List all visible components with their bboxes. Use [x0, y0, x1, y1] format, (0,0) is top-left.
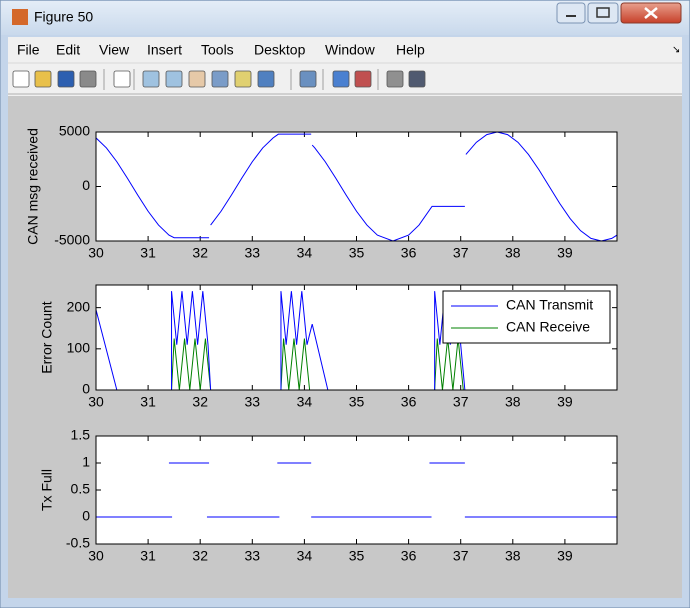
y-tick-label: 1 [82, 454, 90, 470]
menu-item[interactable]: Help [396, 42, 425, 58]
y-tick-label: 0.5 [71, 481, 91, 497]
x-tick-label: 35 [349, 548, 365, 564]
x-tick-label: 30 [88, 245, 104, 261]
app-icon [12, 9, 28, 25]
data-line [96, 338, 617, 390]
x-tick-label: 31 [140, 548, 156, 564]
toolbar-button[interactable] [408, 70, 426, 88]
y-axis-label: Error Count [39, 301, 55, 373]
toolbar-button[interactable] [234, 70, 252, 88]
x-tick-label: 37 [453, 548, 469, 564]
y-tick-label: 1.5 [71, 427, 91, 443]
toolbar-button[interactable] [299, 70, 317, 88]
y-tick-label: 200 [67, 298, 91, 314]
x-tick-label: 30 [88, 548, 104, 564]
menu-item[interactable]: Edit [56, 42, 80, 58]
minimize-button[interactable] [556, 2, 586, 24]
x-tick-label: 39 [557, 245, 573, 261]
x-tick-label: 31 [140, 245, 156, 261]
axes: 30 31 32 33 34 35 36 37 38 39 0 100 200 Error Count CA… [39, 284, 618, 410]
toolbar-button[interactable] [332, 70, 350, 88]
menu-item[interactable]: Tools [201, 42, 234, 58]
menu-item[interactable]: Window [325, 42, 376, 58]
x-tick-label: 32 [192, 548, 208, 564]
y-tick-label: 5000 [59, 123, 90, 139]
toolbar-button[interactable] [354, 70, 372, 88]
menu-item[interactable]: Desktop [254, 42, 306, 58]
axes: 30 31 32 33 34 35 36 37 38 39 -0.5 0 0.5 1 1.5 Tx Full [39, 427, 618, 564]
x-tick-label: 38 [505, 548, 521, 564]
axes: 30 31 32 33 34 35 36 37 38 39 -5000 0 5000 CAN msg re… [25, 123, 618, 261]
y-axis-label: Tx Full [39, 469, 55, 511]
x-tick-label: 34 [297, 394, 313, 410]
x-tick-label: 32 [192, 245, 208, 261]
x-tick-label: 33 [245, 548, 261, 564]
data-line [96, 462, 617, 518]
menu-bar: File Edit View Insert Tools Desktop Window Help [17, 42, 425, 58]
data-line [96, 132, 617, 241]
axes-box [95, 131, 618, 242]
toolbar-button[interactable] [79, 70, 97, 88]
x-tick-label: 32 [192, 394, 208, 410]
x-tick-label: 31 [140, 394, 156, 410]
toolbar-button[interactable] [113, 70, 131, 88]
x-tick-label: 38 [505, 245, 521, 261]
x-tick-label: 36 [401, 245, 417, 261]
y-tick-label: -0.5 [66, 535, 90, 551]
toolbar-button[interactable] [34, 70, 52, 88]
plot-area [96, 132, 617, 241]
y-tick-label: 100 [67, 340, 91, 356]
y-tick-label: 0 [82, 177, 90, 193]
y-axis-label: CAN msg received [25, 128, 41, 245]
toolbar-button[interactable] [386, 70, 404, 88]
toolbar [12, 69, 426, 90]
y-tick-label: -5000 [54, 232, 90, 248]
x-tick-label: 38 [505, 394, 521, 410]
axes-box [95, 284, 618, 391]
menu-arrow: ↘ [672, 45, 680, 56]
toolbar-button[interactable] [211, 70, 229, 88]
x-tick-label: 34 [297, 548, 313, 564]
toolbar-button[interactable] [257, 70, 275, 88]
x-tick-label: 35 [349, 394, 365, 410]
legend-label: CAN Transmit [506, 297, 593, 313]
x-tick-label: 30 [88, 394, 104, 410]
menu-item[interactable]: Insert [147, 42, 182, 58]
y-tick-label: 0 [82, 508, 90, 524]
legend-label: CAN Receive [506, 319, 590, 335]
x-tick-label: 35 [349, 245, 365, 261]
x-tick-label: 34 [297, 245, 313, 261]
toolbar-button[interactable] [188, 70, 206, 88]
x-tick-label: 37 [453, 394, 469, 410]
x-tick-label: 33 [245, 245, 261, 261]
menu-item[interactable]: File [17, 42, 40, 58]
toolbar-button[interactable] [12, 70, 30, 88]
title-bar [1, 1, 689, 35]
toolbar-button[interactable] [142, 70, 160, 88]
x-tick-label: 37 [453, 245, 469, 261]
axes-box [95, 435, 618, 545]
x-tick-label: 36 [401, 394, 417, 410]
y-tick-label: 0 [82, 381, 90, 397]
x-tick-label: 36 [401, 548, 417, 564]
plot-area [96, 436, 617, 544]
legend-box [442, 290, 611, 344]
window-title: Figure 50 [34, 9, 93, 25]
x-tick-label: 39 [557, 394, 573, 410]
plots: 30 31 32 33 34 35 36 37 38 39 -5000 0 5000 CAN msg re… [25, 123, 618, 564]
menu-item[interactable]: View [99, 42, 130, 58]
x-tick-label: 33 [245, 394, 261, 410]
maximize-button[interactable] [587, 2, 619, 24]
x-tick-label: 39 [557, 548, 573, 564]
toolbar-button[interactable] [57, 70, 75, 88]
toolbar-button[interactable] [165, 70, 183, 88]
